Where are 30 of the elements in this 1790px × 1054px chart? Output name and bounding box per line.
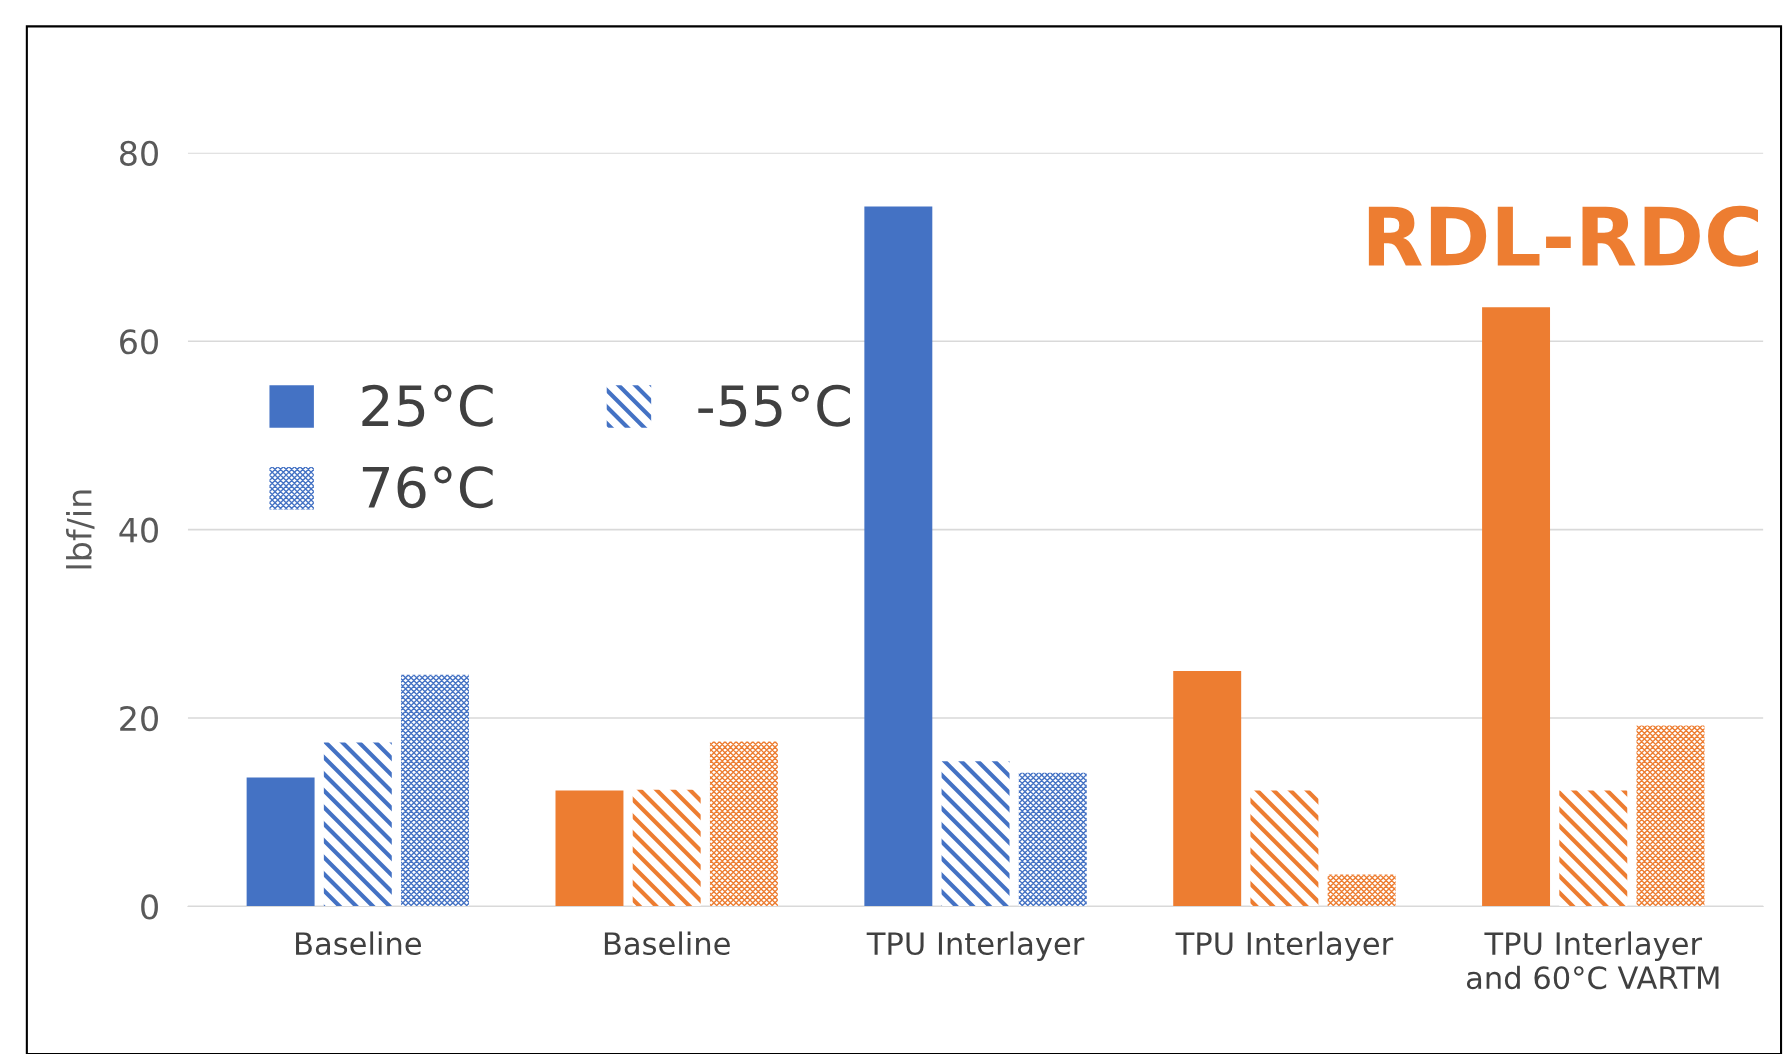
bar bbox=[632, 789, 701, 907]
bar bbox=[1018, 772, 1087, 907]
y-tick-label: 20 bbox=[120, 705, 158, 732]
bar bbox=[941, 761, 1010, 907]
bar bbox=[864, 206, 933, 907]
bar bbox=[709, 741, 778, 907]
x-tick-label: TPU Interlayer and 60°C VARTM bbox=[1466, 931, 1719, 990]
x-tick-label: Baseline bbox=[604, 931, 730, 956]
bar bbox=[323, 742, 392, 907]
x-tick-label: TPU Interlayer bbox=[1175, 931, 1394, 962]
legend-label: -55°C bbox=[698, 384, 850, 427]
bar bbox=[1636, 725, 1705, 907]
bar bbox=[401, 674, 470, 907]
legend-label: 25°C bbox=[362, 384, 493, 427]
annotation: RDL-RDC bbox=[1368, 205, 1758, 267]
x-tick-label: Baseline bbox=[296, 931, 421, 956]
y-tick-label: 40 bbox=[119, 517, 158, 543]
y-tick-label: 80 bbox=[120, 140, 158, 166]
bar bbox=[1559, 790, 1628, 907]
x-tick-label: TPU Interlayer bbox=[866, 931, 1085, 962]
y-axis-title: lbf/in bbox=[66, 490, 95, 569]
bar bbox=[246, 777, 315, 907]
bar bbox=[1250, 790, 1319, 907]
bar bbox=[1327, 874, 1396, 907]
legend-label: 76°C bbox=[362, 466, 493, 509]
y-tick-label: 60 bbox=[120, 329, 158, 355]
bar bbox=[1173, 670, 1242, 907]
y-tick-label: 0 bbox=[141, 894, 158, 920]
bar bbox=[555, 790, 624, 907]
bar bbox=[1482, 307, 1551, 907]
